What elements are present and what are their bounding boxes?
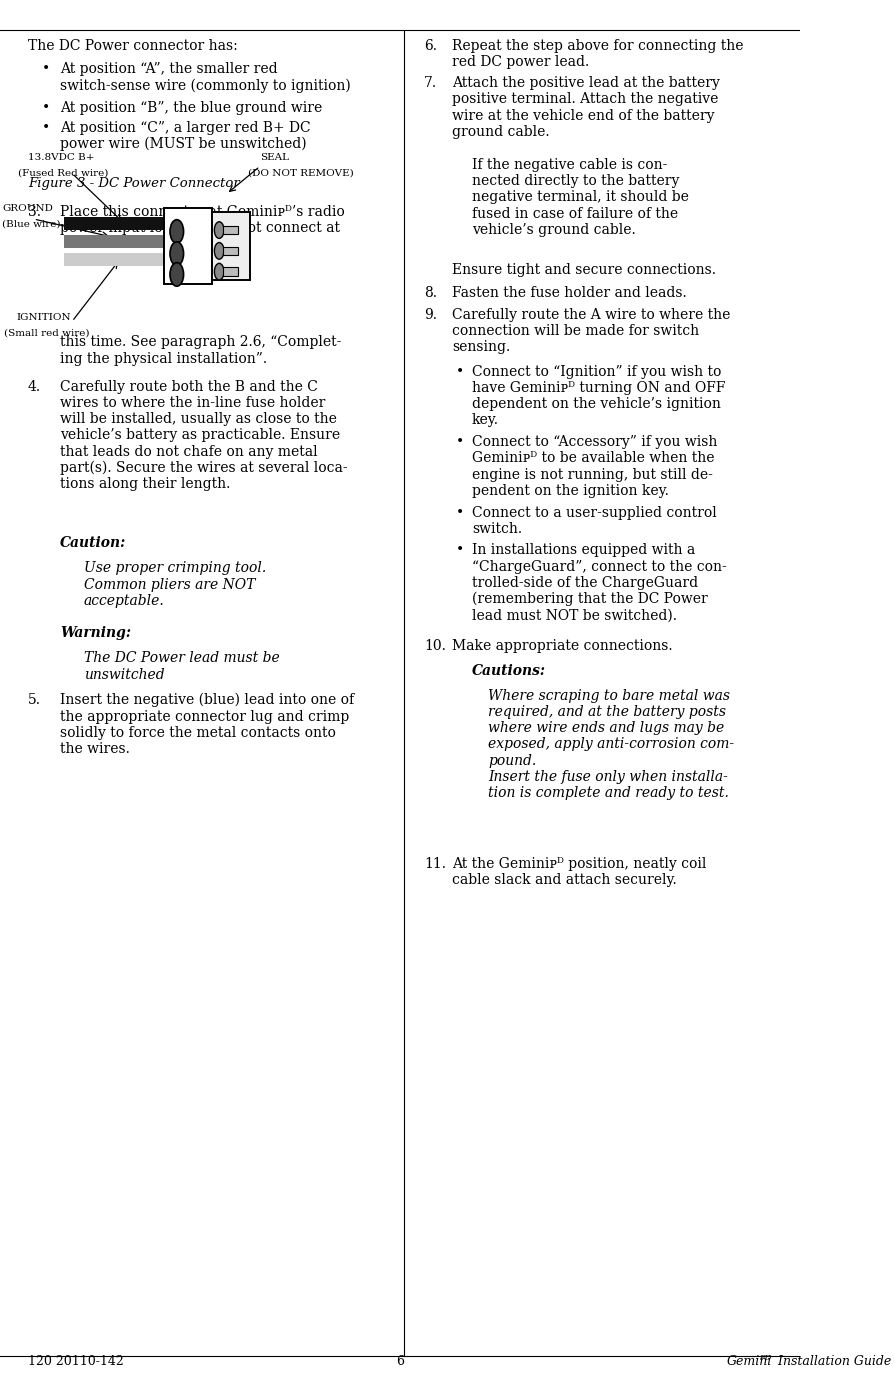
Bar: [212, 212, 250, 280]
Circle shape: [215, 243, 224, 259]
Text: Caution:: Caution:: [60, 536, 126, 550]
Text: 4.: 4.: [28, 380, 41, 394]
Text: Carefully route both the B and the C
wires to where the in-line fuse holder
will: Carefully route both the B and the C wir…: [60, 380, 347, 492]
Text: (Blue wire): (Blue wire): [3, 220, 61, 229]
Text: 7.: 7.: [424, 76, 436, 90]
Text: •: •: [455, 506, 464, 520]
Text: Connect to a user-supplied control
switch.: Connect to a user-supplied control switc…: [471, 506, 716, 536]
Text: this time. See paragraph 2.6, “Complet-
ing the physical installation”.: this time. See paragraph 2.6, “Complet- …: [60, 335, 341, 366]
Text: GROUND: GROUND: [3, 205, 54, 213]
Bar: [164, 208, 212, 284]
Text: The DC Power connector has:: The DC Power connector has:: [28, 39, 238, 53]
Text: Make appropriate connections.: Make appropriate connections.: [451, 639, 672, 653]
Text: Attach the positive lead at the battery
positive terminal. Attach the negative
w: Attach the positive lead at the battery …: [451, 76, 719, 139]
Text: (Fused Red wire): (Fused Red wire): [18, 169, 108, 177]
Text: PD: PD: [759, 1354, 772, 1362]
Text: Cautions:: Cautions:: [471, 664, 545, 678]
Bar: [64, 236, 172, 248]
Circle shape: [170, 263, 183, 287]
Text: Figure 3 - DC Power Connector: Figure 3 - DC Power Connector: [28, 177, 240, 190]
Text: Installation Guide: Installation Guide: [773, 1356, 890, 1368]
Text: •: •: [41, 62, 50, 76]
Text: 13.8VDC B+: 13.8VDC B+: [28, 154, 95, 162]
Text: At position “A”, the smaller red
switch-sense wire (commonly to ignition): At position “A”, the smaller red switch-…: [60, 62, 350, 93]
Text: 8.: 8.: [424, 286, 436, 299]
Text: IGNITION: IGNITION: [16, 313, 71, 322]
Text: In installations equipped with a
“ChargeGuard”, connect to the con-
trolled-side: In installations equipped with a “Charge…: [471, 543, 726, 622]
Text: 120 20110-142: 120 20110-142: [28, 1356, 123, 1368]
Text: SEAL: SEAL: [259, 154, 289, 162]
Text: C: C: [153, 219, 160, 227]
Text: Repeat the step above for connecting the
red DC power lead.: Repeat the step above for connecting the…: [451, 39, 743, 69]
Text: 3.: 3.: [28, 205, 41, 219]
Text: A: A: [153, 255, 160, 263]
Text: The DC Power lead must be
unswitched: The DC Power lead must be unswitched: [84, 651, 280, 682]
Bar: [223, 247, 237, 255]
Text: Use proper crimping tool.
Common pliers are NOT
acceptable.: Use proper crimping tool. Common pliers …: [84, 561, 266, 607]
Text: •: •: [41, 121, 50, 134]
Text: Connect to “Ignition” if you wish to
have Geminiᴘᴰ turning ON and OFF
dependent : Connect to “Ignition” if you wish to hav…: [471, 365, 725, 427]
Text: Where scraping to bare metal was
required, and at the battery posts
where wire e: Where scraping to bare metal was require…: [487, 689, 733, 800]
Text: 10.: 10.: [424, 639, 445, 653]
Circle shape: [170, 219, 183, 244]
Bar: [223, 267, 237, 276]
Text: Place this connector at Geminiᴘᴰ’s radio
power input location. Do not connect at: Place this connector at Geminiᴘᴰ’s radio…: [60, 205, 344, 236]
Text: (Small red wire): (Small red wire): [4, 328, 89, 337]
Text: 6: 6: [395, 1356, 403, 1368]
Bar: [64, 254, 172, 266]
Circle shape: [170, 243, 183, 266]
Text: Fasten the fuse holder and leads.: Fasten the fuse holder and leads.: [451, 286, 686, 299]
Text: 5.: 5.: [28, 693, 41, 707]
Bar: [223, 226, 237, 234]
Text: 6.: 6.: [424, 39, 436, 53]
Bar: [64, 218, 172, 230]
Circle shape: [215, 263, 224, 280]
Text: At position “C”, a larger red B+ DC
power wire (MUST be unswitched): At position “C”, a larger red B+ DC powe…: [60, 121, 310, 151]
Text: At the Geminiᴘᴰ position, neatly coil
cable slack and attach securely.: At the Geminiᴘᴰ position, neatly coil ca…: [451, 857, 705, 887]
Text: (DO NOT REMOVE): (DO NOT REMOVE): [248, 169, 353, 177]
Text: •: •: [455, 543, 464, 557]
Circle shape: [215, 222, 224, 238]
Text: Insert the negative (blue) lead into one of
the appropriate connector lug and cr: Insert the negative (blue) lead into one…: [60, 693, 354, 755]
Text: 9.: 9.: [424, 308, 436, 322]
Text: At position “B”, the blue ground wire: At position “B”, the blue ground wire: [60, 101, 322, 115]
Text: Gemini: Gemini: [726, 1356, 772, 1368]
Text: Carefully route the A wire to where the
connection will be made for switch
sensi: Carefully route the A wire to where the …: [451, 308, 730, 353]
Text: •: •: [455, 365, 464, 378]
Text: B: B: [153, 237, 160, 245]
Text: If the negative cable is con-
nected directly to the battery
negative terminal, : If the negative cable is con- nected dir…: [471, 158, 688, 237]
Text: Ensure tight and secure connections.: Ensure tight and secure connections.: [451, 263, 715, 277]
Text: •: •: [455, 435, 464, 449]
Text: Warning:: Warning:: [60, 626, 131, 640]
Text: 11.: 11.: [424, 857, 445, 870]
Text: •: •: [41, 101, 50, 115]
Text: Connect to “Accessory” if you wish
Geminiᴘᴰ to be available when the
engine is n: Connect to “Accessory” if you wish Gemin…: [471, 435, 717, 498]
